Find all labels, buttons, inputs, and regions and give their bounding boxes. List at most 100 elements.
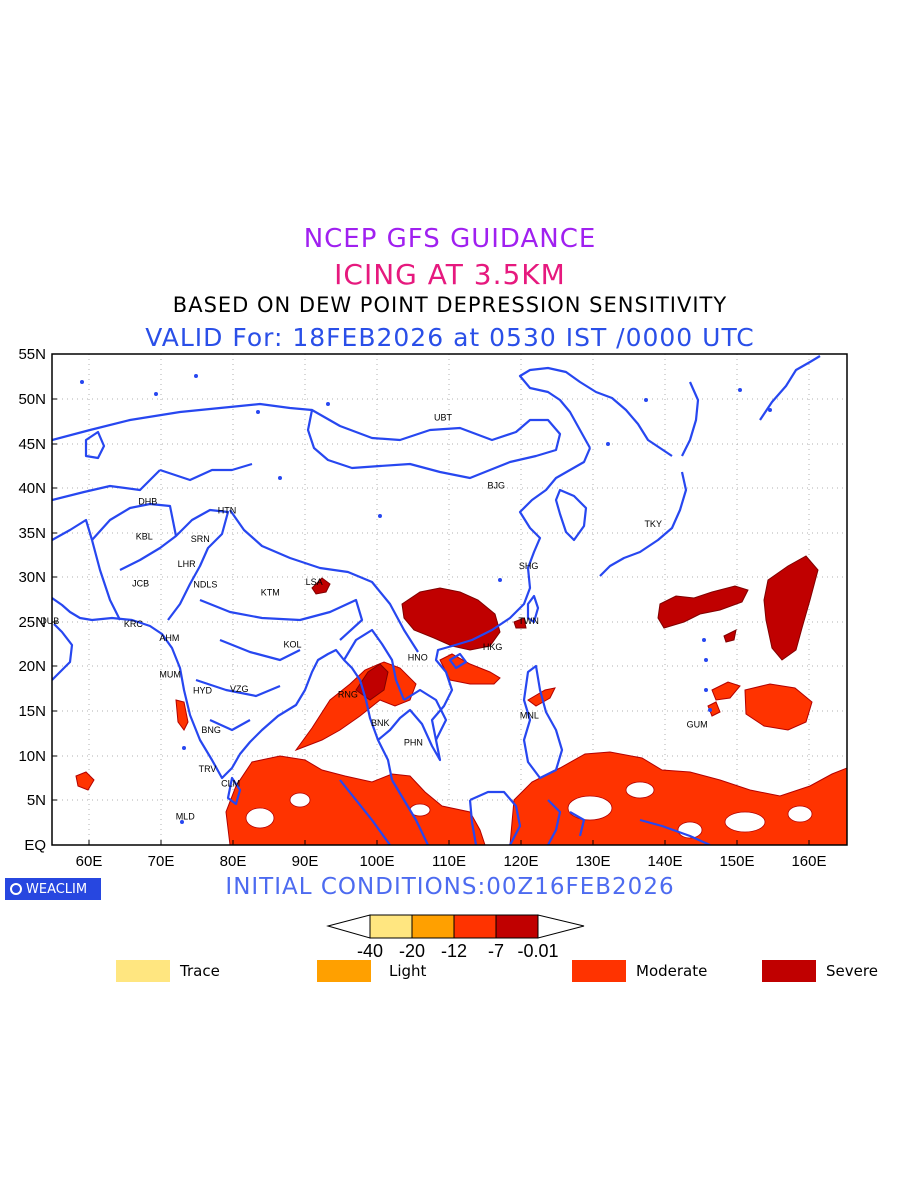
icing-region-small2	[707, 701, 721, 717]
lat-label: 20N	[18, 658, 46, 675]
lat-label: 15N	[18, 703, 46, 720]
colorbar-tick-label: -7	[488, 941, 504, 961]
city-label-hyd: HYD	[193, 686, 213, 696]
lat-label: 25N	[18, 614, 46, 631]
lon-label: 120E	[503, 853, 538, 870]
coast-sakhalin	[681, 381, 700, 457]
legend-swatch-trace	[116, 960, 170, 982]
icing-moderate-regions	[75, 653, 847, 845]
lon-label: 90E	[292, 853, 319, 870]
title-model: NCEP GFS GUIDANCE	[303, 224, 597, 254]
city-label-phn: PHN	[404, 737, 423, 747]
icing-severe-regions	[311, 555, 819, 701]
coast-taiwan	[526, 594, 540, 624]
city-label-htn: HTN	[218, 506, 237, 516]
city-label-twn: TWN	[518, 616, 539, 626]
lat-label: 10N	[18, 748, 46, 765]
lon-label: 60E	[76, 853, 103, 870]
city-label-dhb: DHB	[138, 497, 157, 507]
colorbar-tick-label: -0.01	[517, 941, 558, 961]
coast-arabia-iran	[52, 597, 394, 781]
city-label-bng: BNG	[201, 725, 221, 735]
city-label-shg: SHG	[519, 561, 539, 571]
border-stan	[52, 462, 253, 502]
city-label-vzg: VZG	[230, 684, 249, 694]
lat-label: EQ	[24, 837, 46, 854]
icing-region-india-sw	[175, 699, 189, 731]
colorbar-box-trace	[369, 914, 413, 939]
coast-sri-lanka	[226, 776, 242, 806]
lon-labels: 60E 70E 80E 90E 100E 110E 120E 130E 140E…	[76, 853, 827, 870]
colorbar-left-arrow	[326, 914, 371, 939]
title-valid-time: VALID For: 18FEB2026 at 0530 IST /0000 U…	[145, 323, 755, 352]
logo-text: WEACLIM	[26, 881, 88, 897]
lat-label: 30N	[18, 569, 46, 586]
legend-label-trace: Trace	[180, 962, 220, 980]
lon-label: 160E	[791, 853, 826, 870]
lon-label: 140E	[647, 853, 682, 870]
legend-label-light: Light	[389, 962, 427, 980]
legend-label-moderate: Moderate	[636, 962, 708, 980]
legend-swatch-moderate	[572, 960, 626, 982]
city-label-bjg: BJG	[487, 481, 505, 491]
border-kazakh	[52, 402, 313, 442]
colorbar-box-light	[411, 914, 455, 939]
coast-kamchatka	[759, 355, 821, 421]
coast-fragments	[80, 374, 772, 824]
coast-newguinea	[639, 818, 711, 845]
icing-region-taiwan-strait	[513, 617, 527, 629]
icing-region-mariana	[744, 683, 813, 731]
lat-labels: 55N 50N 45N 40N 35N 30N 25N 20N 15N 10N …	[18, 346, 46, 854]
legend-swatch-severe	[762, 960, 816, 982]
icing-region-small3	[723, 629, 737, 643]
city-label-mum: MUM	[159, 670, 181, 680]
coast-sumatra-malaya	[339, 779, 429, 845]
city-label-mnl: MNL	[520, 711, 539, 721]
map-area	[52, 354, 847, 845]
coast-borneo	[468, 790, 522, 845]
coast-japan	[599, 471, 688, 577]
coast-sulawesi	[547, 799, 586, 845]
coast-oman	[52, 623, 74, 681]
icing-region-nw-pacific-2	[763, 555, 819, 661]
border-iraq-saudi	[52, 518, 94, 541]
weaclim-logo: WEACLIM	[5, 878, 101, 900]
border-pakistan	[119, 508, 230, 621]
border-tibet-china	[229, 509, 419, 653]
city-label-mld: MLD	[176, 812, 196, 822]
city-label-dub: DUB	[40, 616, 59, 626]
lon-label: 100E	[359, 853, 394, 870]
border-mongolia	[306, 408, 562, 480]
legend-swatch-light	[317, 960, 371, 982]
colorbar-tick-label: -20	[399, 941, 425, 961]
city-label-krc: KRC	[124, 619, 144, 629]
city-label-ahm: AHM	[159, 633, 179, 643]
legend-label-severe: Severe	[826, 962, 878, 980]
border-iran-east	[90, 539, 121, 621]
city-label-srn: SRN	[191, 534, 210, 544]
city-label-ubt: UBT	[434, 413, 453, 423]
copyright-icon	[10, 883, 22, 895]
city-label-lhr: LHR	[178, 559, 197, 569]
coast-indochina	[377, 447, 592, 762]
border-caspian	[84, 430, 106, 460]
colorbar-box-moderate	[453, 914, 497, 939]
icing-region-south-china	[401, 587, 501, 651]
colorbar: -40 -20 -12 -7 -0.01	[326, 914, 585, 961]
lon-label: 150E	[719, 853, 754, 870]
icing-region-bay-of-bengal	[294, 661, 417, 752]
city-label-bnk: BNK	[371, 718, 390, 728]
icing-region-gulf-tonkin	[439, 653, 501, 685]
lon-label: 130E	[575, 853, 610, 870]
city-label-lsa: LSA	[306, 577, 323, 587]
colorbar-tick-label: -40	[357, 941, 383, 961]
lon-label: 80E	[220, 853, 247, 870]
icing-region-nw-pacific-1	[657, 585, 749, 629]
city-label-rng: RNG	[338, 689, 358, 699]
icing-region-arabian	[75, 771, 95, 791]
title-method: BASED ON DEW POINT DEPRESSION SENSITIVIT…	[172, 293, 728, 317]
coast-korea	[554, 488, 588, 542]
border-myanmar-thai	[343, 628, 448, 741]
icing-region-small1	[711, 681, 741, 701]
